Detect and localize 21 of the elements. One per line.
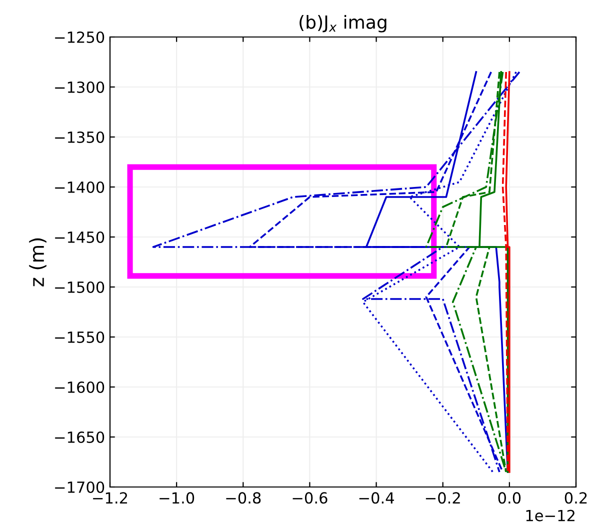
y-tick-label: −1350	[55, 131, 104, 144]
chart-title: (b)J$_{x}$ imag	[300, 14, 386, 32]
x-tick-label: −0.2	[426, 492, 460, 504]
x-tick-label: −0.4	[359, 492, 394, 504]
y-tick-label: −1650	[55, 431, 104, 444]
x-tick-label: 0.0	[498, 492, 521, 504]
x-tick-label: −1.2	[93, 492, 128, 504]
x-tick-label: −0.6	[292, 492, 328, 504]
x-tick-label: −1.0	[160, 492, 194, 504]
y-tick-label: −1300	[55, 81, 104, 94]
y-tick-label: −1450	[55, 231, 104, 244]
y-tick-label: −1400	[55, 181, 104, 194]
text: 1e−12	[526, 510, 574, 522]
y-tick-label: −1700	[55, 481, 104, 494]
y-tick-label: −1500	[55, 281, 104, 294]
y-tick-label: −1600	[55, 381, 104, 394]
y-tick-label: −1550	[55, 331, 104, 344]
y-tick-label: −1250	[55, 31, 104, 44]
y-axis-title: z (m)	[29, 238, 46, 286]
x-tick-label: 0.2	[564, 492, 587, 504]
x-tick-label: −0.8	[226, 492, 261, 504]
